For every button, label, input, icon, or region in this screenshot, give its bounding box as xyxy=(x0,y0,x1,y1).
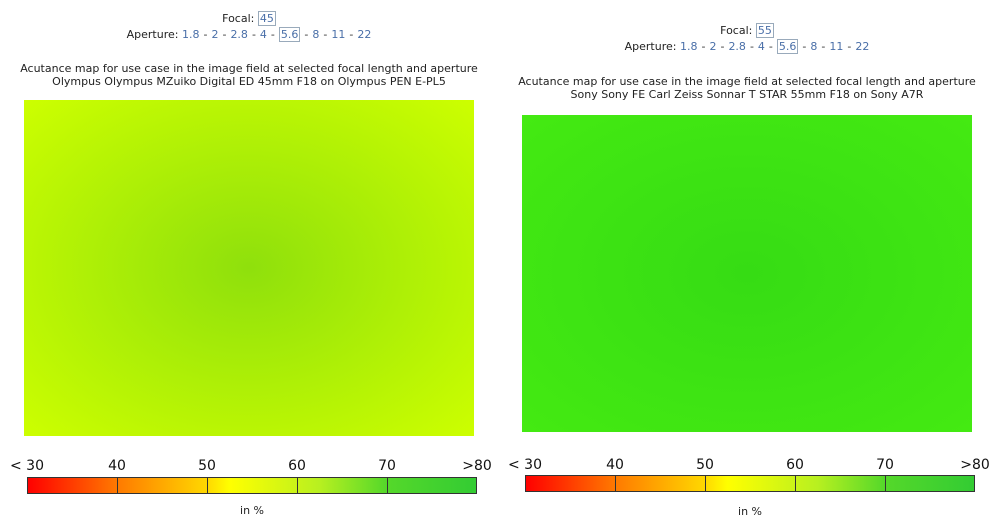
focal-label: Focal: xyxy=(222,12,255,25)
scale-label: 60 xyxy=(288,458,306,474)
caption: Acutance map for use case in the image f… xyxy=(20,62,478,75)
unit-label: in % xyxy=(240,504,264,517)
scale-label: 70 xyxy=(876,457,894,473)
aperture-option[interactable]: 22 xyxy=(855,40,870,53)
lens-name: Sony Sony FE Carl Zeiss Sonnar T STAR 55… xyxy=(570,88,924,101)
acutance-map xyxy=(522,115,972,432)
aperture-option[interactable]: 4 xyxy=(259,28,267,41)
scale-label: 50 xyxy=(696,457,714,473)
scale-label: 40 xyxy=(606,457,624,473)
focal-value[interactable]: 55 xyxy=(755,23,774,38)
aperture-option[interactable]: 4 xyxy=(757,40,765,53)
focal-row: Focal: 45 xyxy=(0,11,498,26)
separator: - xyxy=(323,28,328,41)
scale-label: < 30 xyxy=(10,458,44,474)
separator: - xyxy=(349,28,354,41)
separator: - xyxy=(802,40,807,53)
lens-name: Olympus Olympus MZuiko Digital ED 45mm F… xyxy=(52,75,446,88)
aperture-option[interactable]: 2.8 xyxy=(728,40,746,53)
aperture-row: Aperture: 1.8-2-2.8-4-5.6-8-11-22 xyxy=(498,39,996,54)
color-scale xyxy=(27,477,477,494)
scale-label: 40 xyxy=(108,458,126,474)
focal-label: Focal: xyxy=(720,24,753,37)
aperture-option[interactable]: 5.6 xyxy=(776,39,799,54)
separator: - xyxy=(270,28,275,41)
scale-label: 60 xyxy=(786,457,804,473)
separator: - xyxy=(222,28,227,41)
aperture-option[interactable]: 2.8 xyxy=(230,28,248,41)
aperture-row: Aperture: 1.8-2-2.8-4-5.6-8-11-22 xyxy=(0,27,498,42)
separator: - xyxy=(251,28,256,41)
panel: Focal: 45 Aperture: 1.8-2-2.8-4-5.6-8-11-… xyxy=(0,0,498,531)
scale-label: 50 xyxy=(198,458,216,474)
separator: - xyxy=(720,40,725,53)
separator: - xyxy=(203,28,208,41)
separator: - xyxy=(749,40,754,53)
aperture-option[interactable]: 11 xyxy=(829,40,844,53)
unit-label: in % xyxy=(738,505,762,518)
separator: - xyxy=(701,40,706,53)
scale-divider xyxy=(705,476,706,491)
separator: - xyxy=(847,40,852,53)
acutance-map xyxy=(24,100,474,436)
scale-label: >80 xyxy=(960,457,990,473)
color-scale xyxy=(525,475,975,492)
focal-row: Focal: 55 xyxy=(498,23,996,38)
separator: - xyxy=(768,40,773,53)
scale-divider xyxy=(117,478,118,493)
aperture-label: Aperture: xyxy=(126,28,179,41)
scale-label: >80 xyxy=(462,458,492,474)
scale-divider xyxy=(885,476,886,491)
aperture-option[interactable]: 1.8 xyxy=(181,28,200,41)
scale-divider xyxy=(615,476,616,491)
scale-divider xyxy=(297,478,298,493)
aperture-option[interactable]: 2 xyxy=(709,40,717,53)
separator: - xyxy=(821,40,826,53)
caption: Acutance map for use case in the image f… xyxy=(518,75,976,88)
separator: - xyxy=(304,28,309,41)
panel: Focal: 55 Aperture: 1.8-2-2.8-4-5.6-8-11-… xyxy=(498,0,996,531)
scale-divider xyxy=(387,478,388,493)
scale-divider xyxy=(795,476,796,491)
aperture-option[interactable]: 8 xyxy=(810,40,818,53)
aperture-option[interactable]: 1.8 xyxy=(679,40,698,53)
focal-value[interactable]: 45 xyxy=(257,11,276,26)
aperture-option[interactable]: 5.6 xyxy=(278,27,301,42)
aperture-option[interactable]: 11 xyxy=(331,28,346,41)
scale-divider xyxy=(207,478,208,493)
scale-label: 70 xyxy=(378,458,396,474)
aperture-option[interactable]: 2 xyxy=(211,28,219,41)
aperture-label: Aperture: xyxy=(624,40,677,53)
scale-label: < 30 xyxy=(508,457,542,473)
aperture-option[interactable]: 22 xyxy=(357,28,372,41)
aperture-option[interactable]: 8 xyxy=(312,28,320,41)
